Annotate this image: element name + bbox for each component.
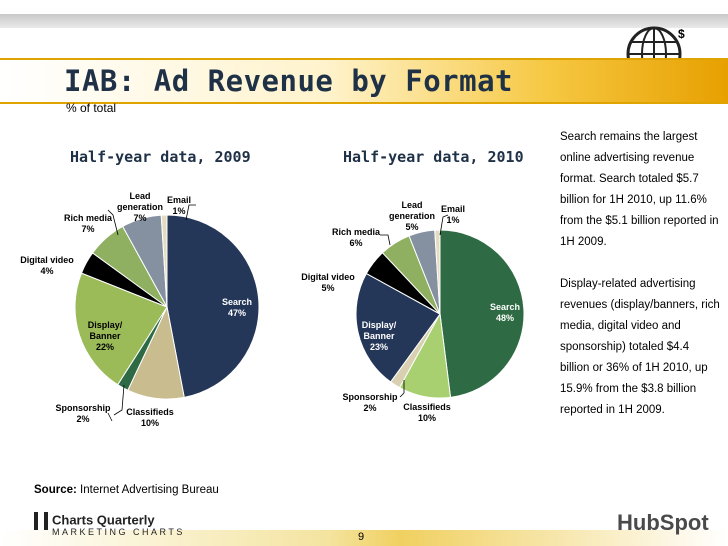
pie-label-1-6: Lead generation 5% [389, 200, 435, 232]
pie-slice-1-0 [439, 229, 525, 398]
chart-title-2009: Half-year data, 2009 [70, 148, 251, 166]
pie-chart-2010: Search 48% Classifieds 10%Sponsorship 2% Disp… [301, 200, 525, 423]
source-note: Source: Internet Advertising Bureau [34, 484, 219, 496]
leader-line-0-2 [185, 204, 196, 221]
pie-label-0-0: Search 47% [222, 297, 252, 318]
leader-line-1-1 [380, 234, 391, 246]
hubspot-logo: HubSpot [617, 510, 709, 535]
commentary-search: Search remains the largest online advert… [560, 131, 719, 248]
leader-line-1-2 [439, 214, 449, 236]
svg-text:$: $ [678, 27, 685, 41]
pie-label-0-3: Display/Banner 22% [88, 320, 123, 352]
top-rule [0, 14, 728, 28]
bars-icon [34, 512, 48, 530]
pie-label-1-7: Email 1% [441, 204, 465, 225]
pie-label-1-0: Search 48% [490, 302, 520, 323]
page-subtitle: % of total [66, 101, 117, 115]
page-number: 9 [358, 531, 365, 543]
leader-line-0-0 [113, 384, 125, 416]
pie-slice-0-7 [160, 214, 168, 308]
pie-slice-1-7 [434, 229, 441, 315]
pie-slice-0-3 [74, 272, 168, 386]
chart-title-2010: Half-year data, 2010 [343, 148, 524, 166]
source-text: Internet Advertising Bureau [80, 484, 219, 496]
logo-main-text: Charts Quarterly [52, 512, 155, 528]
pie-chart-2009: Search 47% Classifieds 10% Sponsorship 2% Disp… [20, 191, 260, 428]
pie-label-0-2: Sponsorship 2% [55, 403, 111, 424]
pie-label-0-7: Email 1% [167, 195, 191, 216]
leader-line-1-0 [399, 380, 405, 398]
pie-label-0-6: Lead generation 7% [117, 191, 163, 223]
charts-quarterly-logo: Charts Quarterly [34, 512, 155, 530]
source-label: Source: [34, 484, 77, 496]
pie-label-0-1: Classifieds 10% [126, 407, 174, 428]
pie-label-1-3: Display/Banner 23% [362, 320, 397, 352]
leader-line-0-3 [107, 209, 119, 236]
pie-label-1-2: Sponsorship 2% [342, 392, 398, 413]
leader-line-0-1 [107, 412, 113, 422]
footer-rule [0, 530, 728, 546]
logo-sub-text: MARKETING CHARTS [52, 527, 185, 537]
pie-label-1-1: Classifieds 10% [403, 402, 451, 423]
page-title: IAB: Ad Revenue by Format [64, 64, 513, 98]
pie-slice-0-0 [166, 214, 260, 398]
pie-label-1-4: Digital video 5% [301, 272, 355, 293]
title-band [0, 58, 728, 104]
commentary-display: Display-related advertising revenues (di… [560, 278, 720, 416]
pie-label-0-5: Rich media 7% [64, 213, 113, 234]
pie-label-1-5: Rich media 6% [332, 227, 381, 248]
side-commentary: Search remains the largest online advert… [560, 127, 720, 442]
pie-slice-1-3 [355, 272, 441, 383]
pie-label-0-4: Digital video 4% [20, 255, 74, 276]
